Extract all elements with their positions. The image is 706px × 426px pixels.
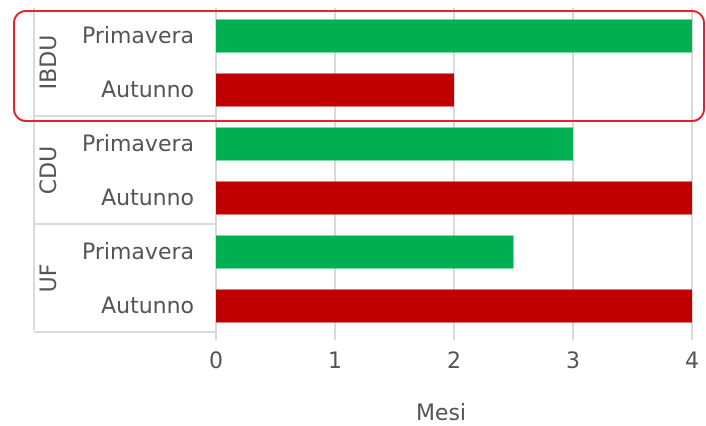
x-tick-labels: 0 1 2 3 4 <box>209 349 699 374</box>
highlight-frame <box>13 10 705 122</box>
bar <box>216 235 514 269</box>
group-label: UF <box>37 264 62 293</box>
group-separators <box>33 8 216 333</box>
bar <box>216 73 454 107</box>
category-labels: Primavera Autunno Primavera Autunno Primaver… <box>82 24 194 319</box>
group-labels: IBDU CDU UF <box>37 35 62 293</box>
x-axis-title: Mesi <box>416 401 466 426</box>
x-tick-label: 1 <box>328 349 342 374</box>
category-label: Primavera <box>82 132 194 157</box>
bar <box>216 289 692 323</box>
x-tick-label: 0 <box>209 349 223 374</box>
category-label: Autunno <box>101 294 194 319</box>
bar <box>216 127 573 161</box>
gridlines <box>215 8 693 340</box>
group-label: IBDU <box>37 35 62 90</box>
category-label: Autunno <box>101 78 194 103</box>
category-label: Primavera <box>82 240 194 265</box>
category-label: Primavera <box>82 24 194 49</box>
bar <box>216 181 692 215</box>
x-tick-label: 2 <box>447 349 461 374</box>
highlight-rectangle <box>13 10 705 122</box>
bars <box>216 19 692 323</box>
group-label: CDU <box>37 146 62 194</box>
x-tick-label: 4 <box>685 349 699 374</box>
category-label: Autunno <box>101 186 194 211</box>
bar <box>216 19 692 53</box>
x-tick-label: 3 <box>566 349 580 374</box>
